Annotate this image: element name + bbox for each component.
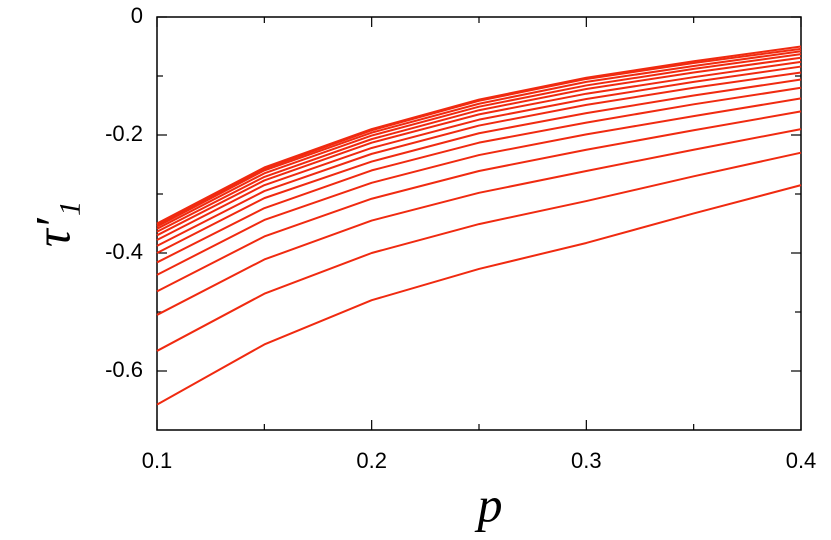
line-series	[156, 78, 802, 254]
line-series	[156, 184, 802, 406]
line-series	[156, 50, 802, 228]
y-tick-label: -0.6	[105, 357, 143, 382]
line-series	[156, 128, 802, 316]
x-tick-label: 0.1	[142, 448, 173, 473]
y-tick-label: -0.4	[105, 239, 143, 264]
line-series	[156, 151, 802, 352]
line-series	[156, 71, 802, 247]
y-tick-label: -0.2	[105, 121, 143, 146]
y-tick-label: 0	[131, 3, 143, 28]
line-series	[156, 97, 802, 276]
x-tick-label: 0.4	[786, 448, 817, 473]
x-axis-label: p	[475, 476, 503, 532]
line-series	[156, 53, 802, 230]
x-tick-label: 0.2	[356, 448, 387, 473]
line-series	[156, 65, 802, 241]
y-axis-label: τ′₁	[24, 201, 80, 247]
x-tick-label: 0.3	[571, 448, 602, 473]
line-series	[156, 60, 802, 237]
line-series	[156, 45, 802, 225]
line-series	[156, 47, 802, 226]
line-series	[156, 86, 802, 264]
line-series	[156, 56, 802, 233]
line-series	[156, 110, 802, 293]
